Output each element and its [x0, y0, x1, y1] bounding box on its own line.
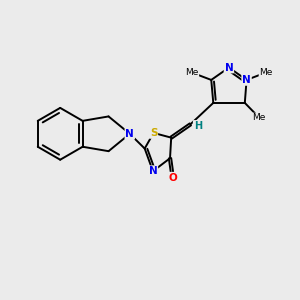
Text: Me: Me	[185, 68, 199, 77]
Text: N: N	[148, 166, 157, 176]
Text: N: N	[125, 129, 134, 139]
Text: Me: Me	[259, 68, 272, 77]
Text: S: S	[150, 128, 157, 138]
Text: N: N	[242, 75, 251, 85]
Text: O: O	[168, 173, 177, 183]
Text: H: H	[194, 121, 202, 131]
Text: Me: Me	[253, 113, 266, 122]
Text: N: N	[224, 63, 233, 73]
